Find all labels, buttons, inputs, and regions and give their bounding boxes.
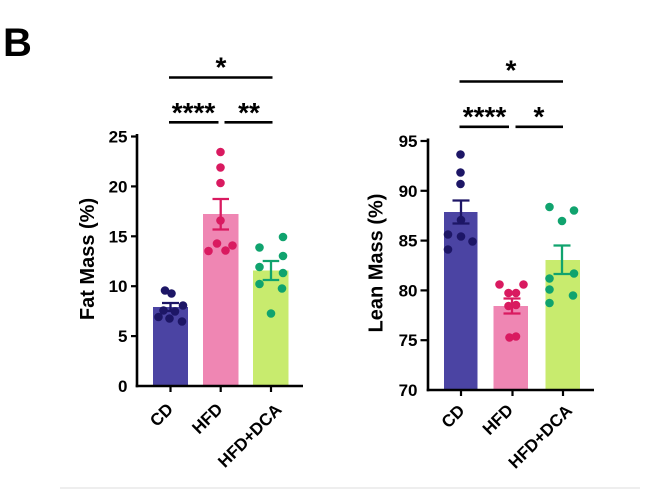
svg-text:*: *	[506, 55, 517, 86]
svg-text:B: B	[3, 21, 32, 65]
svg-text:85: 85	[399, 232, 418, 251]
svg-text:**: **	[238, 97, 260, 128]
svg-text:80: 80	[399, 281, 418, 300]
svg-text:****: ****	[172, 97, 216, 128]
svg-text:*: *	[216, 52, 227, 83]
svg-text:Lean Mass (%): Lean Mass (%)	[366, 194, 388, 333]
svg-text:95: 95	[399, 132, 418, 151]
svg-text:25: 25	[109, 128, 128, 147]
svg-text:75: 75	[399, 331, 418, 350]
svg-text:Fat Mass (%): Fat Mass (%)	[77, 198, 99, 320]
svg-text:*: *	[534, 101, 545, 132]
svg-text:10: 10	[109, 277, 128, 296]
svg-text:0: 0	[118, 377, 127, 396]
svg-text:90: 90	[399, 182, 418, 201]
svg-text:20: 20	[109, 177, 128, 196]
svg-text:****: ****	[463, 101, 507, 132]
svg-text:70: 70	[399, 381, 418, 400]
svg-text:5: 5	[118, 327, 127, 346]
svg-text:15: 15	[109, 227, 128, 246]
